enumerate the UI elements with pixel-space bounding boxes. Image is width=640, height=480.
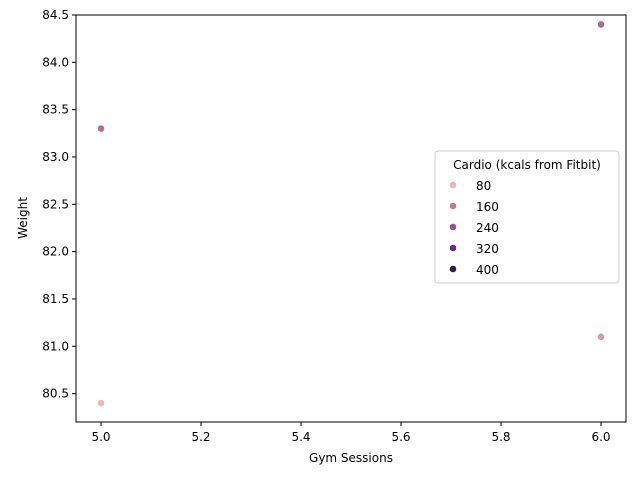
y-tick-label: 83.5 — [42, 103, 69, 117]
scatter-points — [97, 20, 605, 407]
x-tick-label: 6.0 — [591, 430, 610, 444]
legend-entry-label: 320 — [476, 242, 499, 256]
legend-entry-label: 80 — [476, 179, 491, 193]
x-tick-label: 5.8 — [491, 430, 510, 444]
data-point — [597, 20, 605, 29]
legend-items: 80 160 240 320 400 — [449, 179, 499, 277]
plot-area-frame — [75, 14, 627, 423]
legend-marker — [449, 181, 457, 189]
y-tick-label: 80.5 — [42, 387, 69, 401]
y-tick-label: 84.0 — [42, 55, 69, 69]
legend-entry-label: 160 — [476, 200, 499, 214]
legend-title: Cardio (kcals from Fitbit) — [453, 158, 601, 172]
legend-marker — [449, 244, 457, 252]
data-point — [597, 332, 605, 341]
legend-marker — [449, 202, 457, 210]
y-tick-label: 82.5 — [42, 197, 69, 211]
axis-ticks: 5.0 5.2 5.4 5.6 5.8 6.0 80.5 81.0 81.5 82.0 82.5 83… — [42, 8, 610, 444]
data-point — [97, 399, 105, 407]
y-tick-label: 84.5 — [42, 8, 69, 22]
y-tick-label: 81.5 — [42, 292, 69, 306]
x-tick-label: 5.4 — [291, 430, 310, 444]
x-tick-label: 5.2 — [191, 430, 210, 444]
legend-marker — [449, 265, 457, 273]
legend: Cardio (kcals from Fitbit) 80 160 240 320 40… — [434, 150, 620, 284]
legend-entry-label: 400 — [476, 263, 499, 277]
y-axis-label: Weight — [16, 197, 30, 239]
legend-entry-label: 240 — [476, 221, 499, 235]
x-tick-label: 5.6 — [391, 430, 410, 444]
y-tick-label: 83.0 — [42, 150, 69, 164]
y-tick-label: 82.0 — [42, 245, 69, 259]
data-point — [97, 124, 105, 133]
legend-marker — [449, 223, 457, 231]
x-tick-label: 5.0 — [91, 430, 110, 444]
x-axis-label: Gym Sessions — [309, 451, 393, 465]
y-tick-label: 81.0 — [42, 339, 69, 353]
legend-box — [434, 150, 620, 284]
